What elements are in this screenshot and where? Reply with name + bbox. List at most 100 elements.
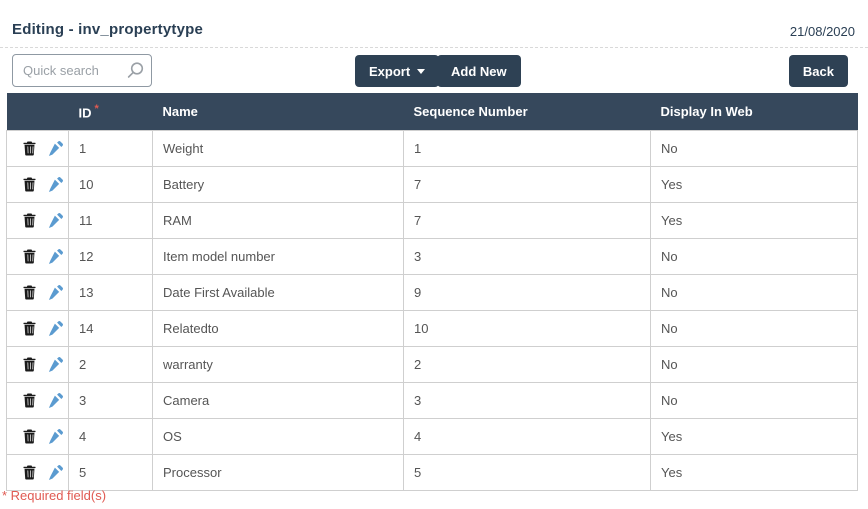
row-sequence-cell: 10	[403, 310, 651, 347]
delete-row-button[interactable]	[21, 247, 38, 266]
table-row: 11 RAM 7 Yes	[6, 202, 858, 239]
table-row: 1 Weight 1 No	[6, 130, 858, 167]
edit-row-button[interactable]	[46, 427, 65, 446]
table-row: 10 Battery 7 Yes	[6, 166, 858, 203]
row-id-cell: 2	[68, 346, 153, 383]
row-sequence-cell: 1	[403, 130, 651, 167]
delete-row-button[interactable]	[21, 283, 38, 302]
row-sequence-cell: 5	[403, 454, 651, 491]
delete-row-button[interactable]	[21, 175, 38, 194]
edit-row-button[interactable]	[46, 211, 65, 230]
column-header-id: ID *	[68, 93, 153, 131]
delete-row-button[interactable]	[21, 427, 38, 446]
edit-row-button[interactable]	[46, 175, 65, 194]
row-display-cell: Yes	[650, 418, 858, 455]
edit-icon	[48, 249, 63, 264]
add-new-button[interactable]: Add New	[437, 55, 521, 87]
row-actions-cell	[6, 274, 69, 311]
column-header-name: Name	[152, 93, 404, 131]
delete-row-button[interactable]	[21, 463, 38, 482]
edit-icon	[48, 141, 63, 156]
edit-icon	[48, 429, 63, 444]
back-button[interactable]: Back	[788, 55, 848, 87]
row-actions-cell	[6, 418, 69, 455]
row-name-cell: Relatedto	[152, 310, 404, 347]
row-id-cell: 1	[68, 130, 153, 167]
edit-row-button[interactable]	[46, 391, 65, 410]
edit-icon	[48, 285, 63, 300]
edit-row-button[interactable]	[46, 139, 65, 158]
search-input[interactable]	[12, 54, 152, 87]
row-id-cell: 12	[68, 238, 153, 275]
row-display-cell: No	[650, 382, 858, 419]
edit-row-button[interactable]	[46, 283, 65, 302]
delete-row-button[interactable]	[21, 391, 38, 410]
row-id-cell: 14	[68, 310, 153, 347]
row-actions-cell	[6, 382, 69, 419]
column-header-display-in-web: Display In Web	[650, 93, 858, 131]
row-id-cell: 11	[68, 202, 153, 239]
table-header-row: ID * Name Sequence Number Display In Web	[6, 93, 858, 131]
add-new-button-label: Add New	[451, 63, 507, 79]
edit-icon	[48, 357, 63, 372]
trash-icon	[23, 141, 36, 156]
delete-row-button[interactable]	[21, 319, 38, 338]
row-actions-cell	[6, 310, 69, 347]
trash-icon	[23, 285, 36, 300]
trash-icon	[23, 357, 36, 372]
table-row: 4 OS 4 Yes	[6, 418, 858, 455]
required-fields-note: * Required field(s)	[2, 488, 107, 503]
table-row: 13 Date First Available 9 No	[6, 274, 858, 311]
page-date: 21/08/2020	[789, 24, 855, 39]
edit-icon	[48, 393, 63, 408]
row-name-cell: RAM	[152, 202, 404, 239]
row-name-cell: Item model number	[152, 238, 404, 275]
edit-icon	[48, 321, 63, 336]
property-type-table: ID * Name Sequence Number Display In Web	[6, 93, 858, 491]
edit-icon	[48, 465, 63, 480]
export-button[interactable]: Export	[355, 55, 440, 87]
row-id-cell: 10	[68, 166, 153, 203]
delete-row-button[interactable]	[21, 139, 38, 158]
row-name-cell: Processor	[152, 454, 404, 491]
row-id-cell: 3	[68, 382, 153, 419]
column-header-actions	[6, 93, 69, 131]
row-id-cell: 5	[68, 454, 153, 491]
table-row: 5 Processor 5 Yes	[6, 454, 858, 491]
table-row: 12 Item model number 3 No	[6, 238, 858, 275]
trash-icon	[23, 249, 36, 264]
edit-row-button[interactable]	[46, 319, 65, 338]
delete-row-button[interactable]	[21, 355, 38, 374]
row-actions-cell	[6, 202, 69, 239]
row-display-cell: Yes	[650, 166, 858, 203]
row-sequence-cell: 2	[403, 346, 651, 383]
edit-row-button[interactable]	[46, 247, 65, 266]
row-sequence-cell: 4	[403, 418, 651, 455]
row-sequence-cell: 3	[403, 238, 651, 275]
edit-icon	[48, 177, 63, 192]
row-name-cell: Weight	[152, 130, 404, 167]
row-actions-cell	[6, 166, 69, 203]
trash-icon	[23, 177, 36, 192]
page-title: Editing - inv_propertytype	[12, 21, 204, 38]
row-name-cell: Camera	[152, 382, 404, 419]
row-name-cell: OS	[152, 418, 404, 455]
delete-row-button[interactable]	[21, 211, 38, 230]
caret-down-icon	[417, 68, 426, 74]
row-sequence-cell: 3	[403, 382, 651, 419]
trash-icon	[23, 321, 36, 336]
table-row: 3 Camera 3 No	[6, 382, 858, 419]
table-row: 2 warranty 2 No	[6, 346, 858, 383]
row-actions-cell	[6, 130, 69, 167]
edit-row-button[interactable]	[46, 355, 65, 374]
edit-row-button[interactable]	[46, 463, 65, 482]
dashed-divider	[0, 47, 868, 48]
row-id-cell: 13	[68, 274, 153, 311]
row-id-cell: 4	[68, 418, 153, 455]
table-body: 1 Weight 1 No	[6, 130, 858, 491]
row-display-cell: Yes	[650, 202, 858, 239]
required-marker: *	[94, 102, 99, 115]
row-display-cell: No	[650, 130, 858, 167]
row-display-cell: No	[650, 346, 858, 383]
